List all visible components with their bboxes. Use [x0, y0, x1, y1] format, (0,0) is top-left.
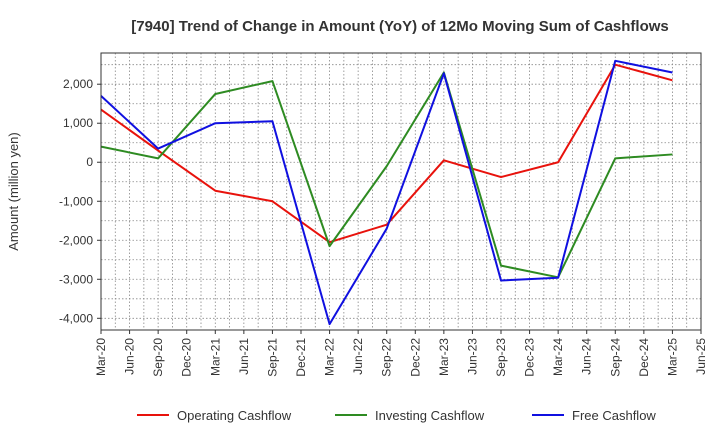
x-tick-label: Sep-22	[380, 338, 394, 377]
x-tick-label: Mar-22	[323, 338, 337, 376]
x-tick-label: Mar-24	[551, 338, 565, 376]
series-line-investing-cashflow	[100, 71, 673, 279]
legend-label: Free Cashflow	[572, 408, 656, 423]
x-tick-label: Sep-20	[151, 338, 165, 377]
y-tick-label: 1,000	[63, 116, 93, 130]
x-tick-labels: Mar-20 Jun-20 Sep-20 Dec-20 Mar-21 Jun-21 Sep-…	[94, 330, 708, 377]
plot-frame	[100, 52, 702, 331]
legend: Operating Cashflow Investing Cashflow Free…	[137, 408, 656, 423]
legend-label: Investing Cashflow	[375, 408, 485, 423]
x-tick-label: Jun-20	[123, 338, 137, 375]
x-tick-label: Mar-25	[665, 338, 679, 376]
x-tick-label: Dec-24	[637, 338, 651, 377]
x-tick-label: Dec-21	[294, 338, 308, 377]
y-tick-label: -2,000	[59, 233, 93, 247]
x-tick-label: Sep-24	[608, 338, 622, 377]
legend-label: Operating Cashflow	[177, 408, 292, 423]
x-tick-label: Jun-21	[237, 338, 251, 375]
y-axis-label: Amount (million yen)	[6, 132, 21, 251]
x-tick-label: Jun-22	[351, 338, 365, 375]
x-tick-label: Dec-20	[180, 338, 194, 377]
series-line-free-cashflow	[100, 59, 673, 326]
series-lines	[100, 59, 673, 326]
x-tick-label: Jun-23	[465, 338, 479, 375]
x-tick-label: Dec-22	[408, 338, 422, 377]
x-tick-label: Mar-21	[208, 338, 222, 376]
x-tick-label: Mar-23	[437, 338, 451, 376]
y-tick-label: 2,000	[63, 77, 93, 91]
y-tick-label: -4,000	[59, 311, 93, 325]
grid	[100, 53, 702, 330]
x-tick-label: Mar-20	[94, 338, 108, 376]
y-tick-label: -1,000	[59, 194, 93, 208]
x-tick-label: Sep-21	[265, 338, 279, 377]
series-line-operating-cashflow	[100, 63, 673, 244]
y-tick-label: 0	[86, 155, 93, 169]
chart-title: [7940] Trend of Change in Amount (YoY) o…	[131, 18, 669, 35]
y-tick-labels: 2,000 1,000 0 -1,000 -2,000 -3,000 -4,000	[59, 77, 101, 325]
x-tick-label: Jun-25	[694, 338, 708, 375]
x-tick-label: Dec-23	[523, 338, 537, 377]
x-tick-label: Jun-24	[580, 338, 594, 375]
x-tick-label: Sep-23	[494, 338, 508, 377]
y-tick-label: -3,000	[59, 272, 93, 286]
